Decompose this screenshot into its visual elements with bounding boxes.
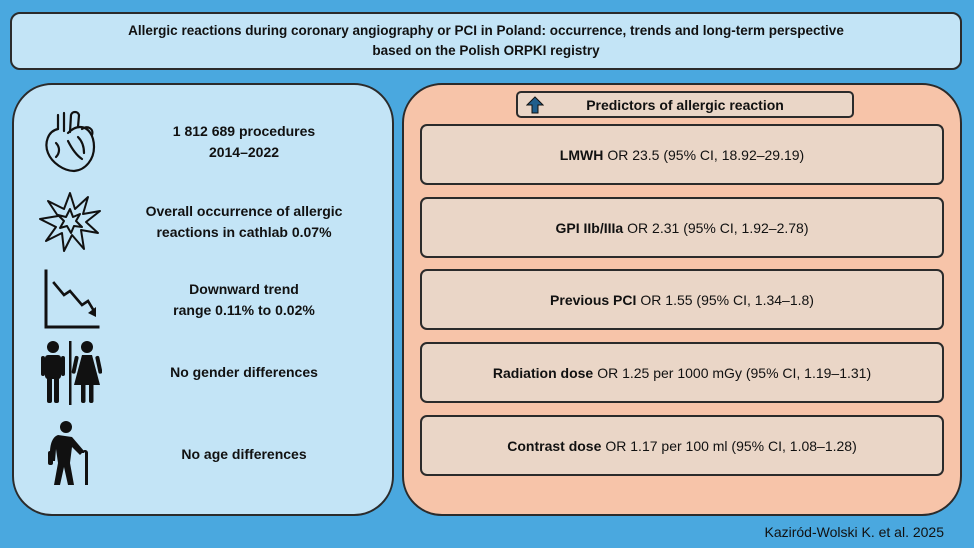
predictor-radiation-dose: Radiation dose OR 1.25 per 1000 mGy (95%… xyxy=(420,342,944,403)
predictor-lmwh: LMWH OR 23.5 (95% CI, 18.92–29.19) xyxy=(420,124,944,185)
finding-gender-line1: No gender differences xyxy=(170,363,318,380)
finding-age-text: No age differences xyxy=(114,419,374,489)
finding-occurrence: Overall occurrence of allergic reactions… xyxy=(14,187,392,257)
predictor-value: OR 1.55 (95% CI, 1.34–1.8) xyxy=(640,291,814,308)
finding-trend-text: Downward trend range 0.11% to 0.02% xyxy=(114,265,374,335)
gender-icon xyxy=(38,337,103,407)
finding-occurrence-line2: reactions in cathlab 0.07% xyxy=(156,224,332,240)
finding-procedures-line1: 1 812 689 procedures xyxy=(172,123,316,139)
downward-trend-icon xyxy=(38,265,102,335)
predictor-name: Radiation dose xyxy=(492,364,594,381)
predictors-header: Predictors of allergic reaction xyxy=(516,91,854,118)
predictors-panel: Predictors of allergic reaction LMWH OR … xyxy=(402,83,962,516)
title-line-2: based on the Polish ORPKI registry xyxy=(372,43,600,58)
finding-age-line1: No age differences xyxy=(181,445,307,462)
finding-age: No age differences xyxy=(14,419,392,489)
predictor-name: Previous PCI xyxy=(550,291,637,308)
arrow-up-icon xyxy=(526,96,544,114)
burst-icon xyxy=(38,187,102,257)
finding-occurrence-text: Overall occurrence of allergic reactions… xyxy=(114,187,374,257)
predictor-value: OR 2.31 (95% CI, 1.92–2.78) xyxy=(627,219,809,236)
predictor-gpi: GPI IIb/IIIa OR 2.31 (95% CI, 1.92–2.78) xyxy=(420,197,944,258)
heart-icon xyxy=(38,107,102,177)
predictor-name: GPI IIb/IIIa xyxy=(555,219,624,236)
predictor-name: Contrast dose xyxy=(507,437,602,454)
finding-procedures: 1 812 689 procedures 2014–2022 xyxy=(14,107,392,177)
finding-procedures-line2: 2014–2022 xyxy=(208,144,280,160)
finding-gender: No gender differences xyxy=(14,337,392,407)
finding-trend-line1: Downward trend xyxy=(189,281,299,297)
predictor-value: OR 23.5 (95% CI, 18.92–29.19) xyxy=(607,146,805,163)
predictor-contrast-dose: Contrast dose OR 1.17 per 100 ml (95% CI… xyxy=(420,415,944,476)
predictor-previous-pci: Previous PCI OR 1.55 (95% CI, 1.34–1.8) xyxy=(420,269,944,330)
title-box: Allergic reactions during coronary angio… xyxy=(10,12,962,70)
key-findings-panel: 1 812 689 procedures 2014–2022 Overall o… xyxy=(12,83,394,516)
finding-procedures-text: 1 812 689 procedures 2014–2022 xyxy=(114,107,374,177)
elderly-person-icon xyxy=(38,419,102,489)
title-line-1: Allergic reactions during coronary angio… xyxy=(128,23,844,38)
finding-trend: Downward trend range 0.11% to 0.02% xyxy=(14,265,392,335)
predictor-name: LMWH xyxy=(559,146,604,163)
finding-trend-line2: range 0.11% to 0.02% xyxy=(173,302,315,318)
predictor-value: OR 1.17 per 100 ml (95% CI, 1.08–1.28) xyxy=(605,437,857,454)
predictor-value: OR 1.25 per 1000 mGy (95% CI, 1.19–1.31) xyxy=(597,364,872,381)
finding-occurrence-line1: Overall occurrence of allergic xyxy=(145,203,343,219)
citation: Kaziród-Wolski K. et al. 2025 xyxy=(764,524,945,540)
predictors-header-label: Predictors of allergic reaction xyxy=(586,96,784,113)
finding-gender-text: No gender differences xyxy=(114,337,374,407)
